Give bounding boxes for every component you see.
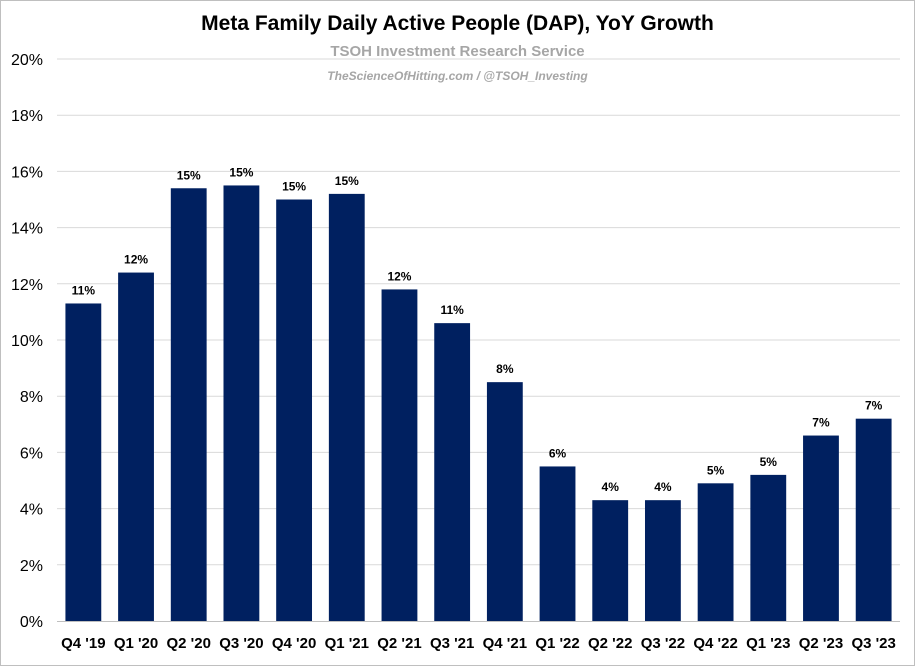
y-tick-label: 20% (11, 52, 43, 69)
bar (65, 303, 102, 621)
y-tick-label: 0% (20, 614, 43, 631)
data-label: 15% (335, 174, 359, 188)
x-category-label: Q1 '22 (535, 635, 579, 652)
y-tick-label: 8% (20, 389, 43, 406)
x-category-label: Q2 '20 (167, 635, 211, 652)
data-label: 15% (282, 180, 306, 194)
y-tick-label: 4% (20, 502, 43, 519)
x-category-label: Q1 '23 (746, 635, 790, 652)
x-category-label: Q2 '22 (588, 635, 632, 652)
chart-credit: TheScienceOfHitting.com / @TSOH_Investin… (327, 69, 588, 83)
bar (697, 483, 734, 621)
x-category-label: Q4 '19 (61, 635, 105, 652)
chart-subtitle: TSOH Investment Research Service (330, 43, 585, 60)
bar (276, 199, 313, 621)
y-tick-label: 10% (11, 333, 43, 350)
bar (644, 500, 681, 621)
y-axis-tick-labels: 0% 2% 4% 6% 8% 10% 12% 14% 16% 18% 20% (11, 52, 43, 631)
bar (539, 466, 576, 621)
bar (486, 382, 523, 621)
bar (381, 289, 418, 621)
data-label: 4% (602, 480, 620, 494)
data-label: 11% (72, 283, 96, 297)
x-category-label: Q1 '21 (325, 635, 369, 652)
bar (592, 500, 629, 621)
data-label: 15% (229, 165, 253, 179)
data-label: 6% (549, 446, 567, 460)
bar (803, 435, 839, 621)
data-label: 7% (865, 399, 883, 413)
data-label: 5% (760, 455, 778, 469)
bars (65, 185, 892, 621)
x-category-label: Q3 '22 (641, 635, 685, 652)
bar (434, 323, 471, 621)
y-tick-label: 2% (20, 558, 43, 575)
data-label: 8% (496, 362, 514, 376)
y-tick-label: 18% (11, 108, 43, 125)
y-tick-label: 16% (11, 164, 43, 181)
x-category-label: Q1 '20 (114, 635, 158, 652)
bar (855, 418, 892, 621)
x-category-label: Q3 '20 (219, 635, 263, 652)
chart-title: Meta Family Daily Active People (DAP), Y… (201, 12, 714, 35)
data-label: 12% (124, 253, 148, 267)
x-category-label: Q2 '23 (799, 635, 843, 652)
x-category-label: Q4 '20 (272, 635, 316, 652)
bar (750, 474, 787, 621)
data-labels: 11% 12% 15% 15% 15% 15% 12% 11% 8% 6% 4% 4% 5% 5% 7% 7% (72, 165, 883, 494)
bar (328, 193, 365, 621)
x-category-label: Q4 '22 (693, 635, 737, 652)
data-label: 4% (654, 480, 672, 494)
y-tick-label: 12% (11, 277, 43, 294)
data-label: 7% (812, 416, 830, 430)
data-label: 5% (707, 463, 725, 477)
data-label: 15% (177, 168, 201, 182)
data-label: 11% (440, 303, 464, 317)
x-axis-category-labels: Q4 '19 Q1 '20 Q2 '20 Q3 '20 Q4 '20 Q1 '21 Q2 '… (61, 635, 896, 652)
x-category-label: Q2 '21 (377, 635, 421, 652)
x-category-label: Q4 '21 (483, 635, 527, 652)
bar (170, 188, 207, 621)
bar (223, 185, 260, 621)
bar (118, 272, 154, 621)
y-tick-label: 14% (11, 221, 43, 238)
x-category-label: Q3 '23 (851, 635, 895, 652)
y-tick-label: 6% (20, 445, 43, 462)
data-label: 12% (387, 269, 411, 283)
x-category-label: Q3 '21 (430, 635, 474, 652)
